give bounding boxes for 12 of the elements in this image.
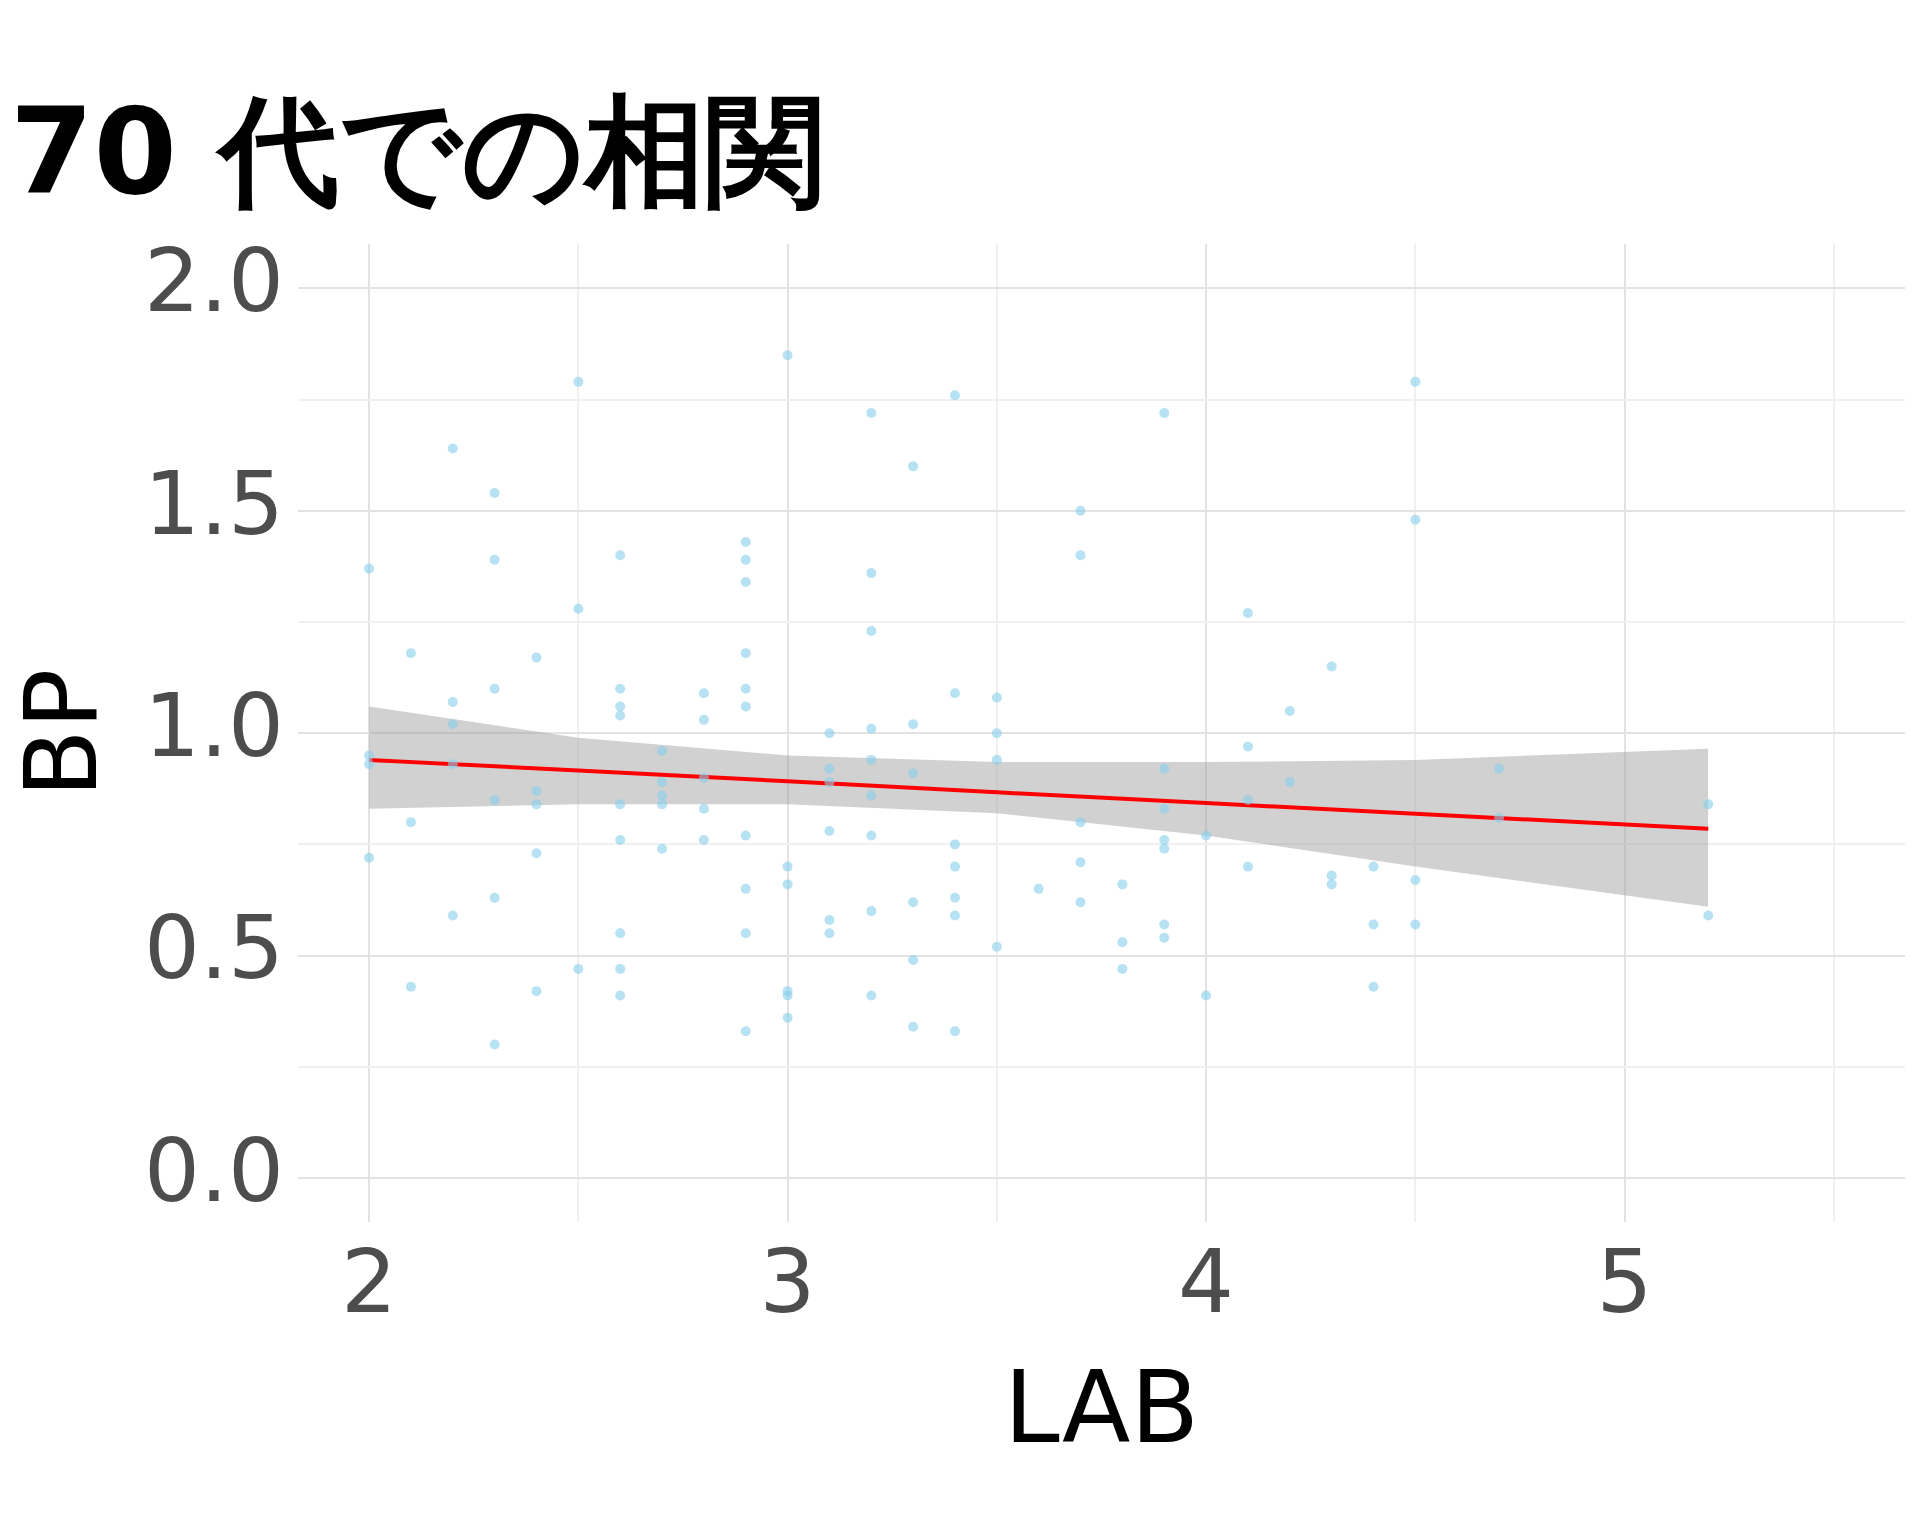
x-tick-label: 5 xyxy=(1596,1230,1653,1334)
y-tick-label: 0.5 xyxy=(144,896,284,1000)
x-tick-label: 3 xyxy=(759,1230,816,1334)
x-axis-title: LAB xyxy=(1003,1348,1199,1466)
x-tick-label: 4 xyxy=(1178,1230,1235,1334)
y-tick-label: 0.0 xyxy=(144,1118,284,1222)
y-tick-label: 2.0 xyxy=(144,229,284,333)
x-tick-label: 2 xyxy=(341,1230,398,1334)
y-axis-title: BP xyxy=(2,668,120,798)
y-tick-label: 1.0 xyxy=(144,674,284,778)
chart-title: 70 代での相関 xyxy=(10,82,825,222)
y-tick-label: 1.5 xyxy=(144,451,284,555)
